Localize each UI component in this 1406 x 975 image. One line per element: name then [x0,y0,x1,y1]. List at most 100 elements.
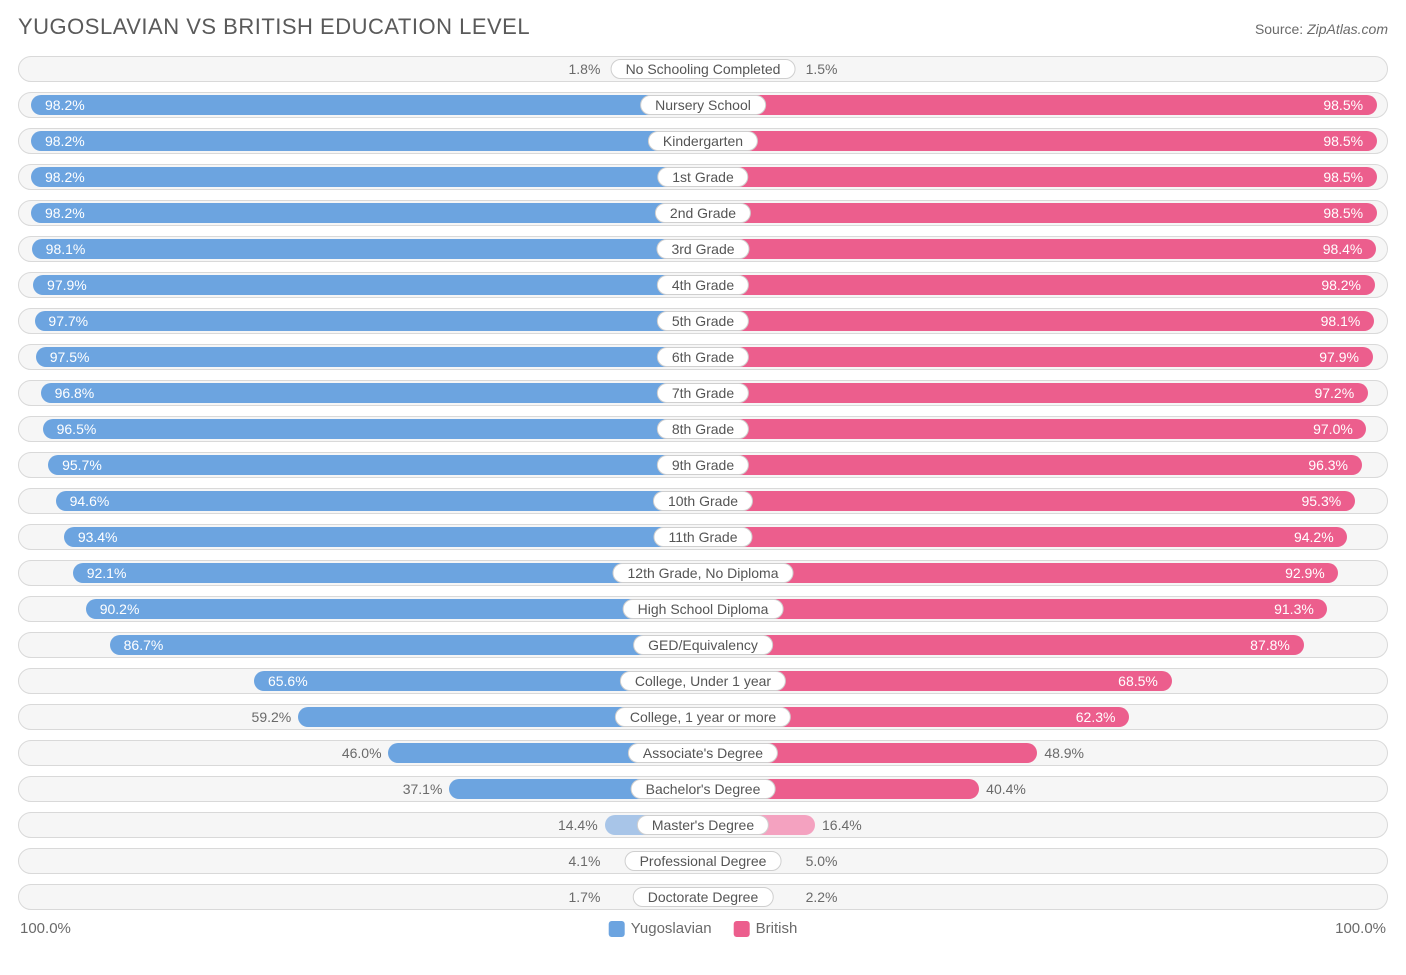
bar-yugoslavian [36,347,703,367]
value-british: 16.4% [822,813,862,837]
value-yugoslavian: 93.4% [78,525,118,549]
category-label: 6th Grade [657,347,749,367]
value-yugoslavian: 59.2% [252,705,292,729]
bar-british [703,239,1376,259]
value-yugoslavian: 95.7% [62,453,102,477]
bar-british [703,635,1304,655]
value-british: 98.4% [1323,237,1363,261]
value-british: 98.2% [1321,273,1361,297]
chart-row: 98.2% 98.5% Kindergarten [18,128,1388,154]
category-label: 2nd Grade [655,203,751,223]
chart-row: 96.5%97.0%8th Grade [18,416,1388,442]
chart-footer: 100.0% Yugoslavian British 100.0% [18,920,1388,942]
chart-row: 95.7%96.3%9th Grade [18,452,1388,478]
bar-british [703,203,1377,223]
category-label: 7th Grade [657,383,749,403]
value-yugoslavian: 86.7% [124,633,164,657]
chart-row: 92.1%92.9%12th Grade, No Diploma [18,560,1388,586]
value-yugoslavian: 98.2% [45,93,85,117]
value-british: 48.9% [1044,741,1084,765]
value-british: 98.5% [1323,129,1363,153]
legend-swatch-yugoslavian [609,921,625,937]
chart-row: 97.9%98.2%4th Grade [18,272,1388,298]
value-yugoslavian: 90.2% [100,597,140,621]
bar-yugoslavian [73,563,703,583]
value-yugoslavian: 98.1% [46,237,86,261]
category-label: 9th Grade [657,455,749,475]
value-yugoslavian: 97.5% [50,345,90,369]
bar-british [703,347,1373,367]
value-yugoslavian: 65.6% [268,669,308,693]
chart-row: 46.0% 48.9% Associate's Degree [18,740,1388,766]
diverging-bar-chart: 1.8%1.5%No Schooling Completed98.2%98.5%… [18,56,1388,910]
value-yugoslavian: 96.5% [57,417,97,441]
category-label: 12th Grade, No Diploma [613,563,794,583]
bar-yugoslavian [48,455,703,475]
value-british: 97.2% [1314,381,1354,405]
bar-yugoslavian [31,203,703,223]
category-label: 11th Grade [653,527,752,547]
value-british: 95.3% [1301,489,1341,513]
category-label: No Schooling Completed [611,59,796,79]
chart-row: 94.6% 95.3% 10th Grade [18,488,1388,514]
category-label: College, 1 year or more [615,707,791,727]
value-yugoslavian: 96.8% [55,381,95,405]
category-label: Bachelor's Degree [631,779,776,799]
legend-label-yugoslavian: Yugoslavian [631,920,712,937]
category-label: 10th Grade [653,491,753,511]
category-label: Professional Degree [625,851,782,871]
category-label: College, Under 1 year [620,671,786,691]
value-british: 98.5% [1323,165,1363,189]
value-british: 97.0% [1313,417,1353,441]
chart-row: 98.2% 98.5% 1st Grade [18,164,1388,190]
bar-yugoslavian [56,491,703,511]
value-british: 87.8% [1250,633,1290,657]
legend-item-british: British [734,920,798,937]
value-yugoslavian: 4.1% [568,849,600,873]
bar-yugoslavian [33,275,703,295]
value-british: 62.3% [1076,705,1116,729]
value-yugoslavian: 94.6% [70,489,110,513]
chart-source: Source: ZipAtlas.com [1255,21,1388,37]
value-yugoslavian: 98.2% [45,165,85,189]
value-yugoslavian: 1.7% [568,885,600,909]
bar-yugoslavian [31,167,703,187]
value-yugoslavian: 98.2% [45,129,85,153]
category-label: Master's Degree [637,815,769,835]
value-yugoslavian: 46.0% [342,741,382,765]
axis-max-right: 100.0% [1335,920,1386,937]
bar-british [703,95,1377,115]
chart-row: 96.8% 97.2% 7th Grade [18,380,1388,406]
value-british: 1.5% [806,57,838,81]
chart-row: 90.2%91.3%High School Diploma [18,596,1388,622]
value-british: 91.3% [1274,597,1314,621]
category-label: Doctorate Degree [633,887,774,907]
chart-row: 98.2%98.5%2nd Grade [18,200,1388,226]
chart-row: 86.7%87.8%GED/Equivalency [18,632,1388,658]
chart-row: 97.5% 97.9% 6th Grade [18,344,1388,370]
bar-british [703,419,1366,439]
category-label: 3rd Grade [656,239,749,259]
category-label: Associate's Degree [628,743,778,763]
value-british: 98.5% [1323,93,1363,117]
chart-row: 97.7%98.1%5th Grade [18,308,1388,334]
chart-row: 59.2% 62.3% College, 1 year or more [18,704,1388,730]
category-label: Kindergarten [648,131,758,151]
legend-label-british: British [756,920,798,937]
bar-yugoslavian [41,383,703,403]
bar-yugoslavian [32,239,703,259]
bar-british [703,563,1338,583]
value-yugoslavian: 97.7% [48,309,88,333]
value-yugoslavian: 1.8% [568,57,600,81]
value-british: 2.2% [806,885,838,909]
bar-british [703,275,1375,295]
value-british: 40.4% [986,777,1026,801]
value-yugoslavian: 92.1% [87,561,127,585]
category-label: 1st Grade [657,167,748,187]
bar-british [703,491,1355,511]
value-british: 97.9% [1319,345,1359,369]
value-yugoslavian: 14.4% [558,813,598,837]
chart-row: 98.2%98.5%Nursery School [18,92,1388,118]
bar-british [703,455,1362,475]
value-british: 68.5% [1118,669,1158,693]
